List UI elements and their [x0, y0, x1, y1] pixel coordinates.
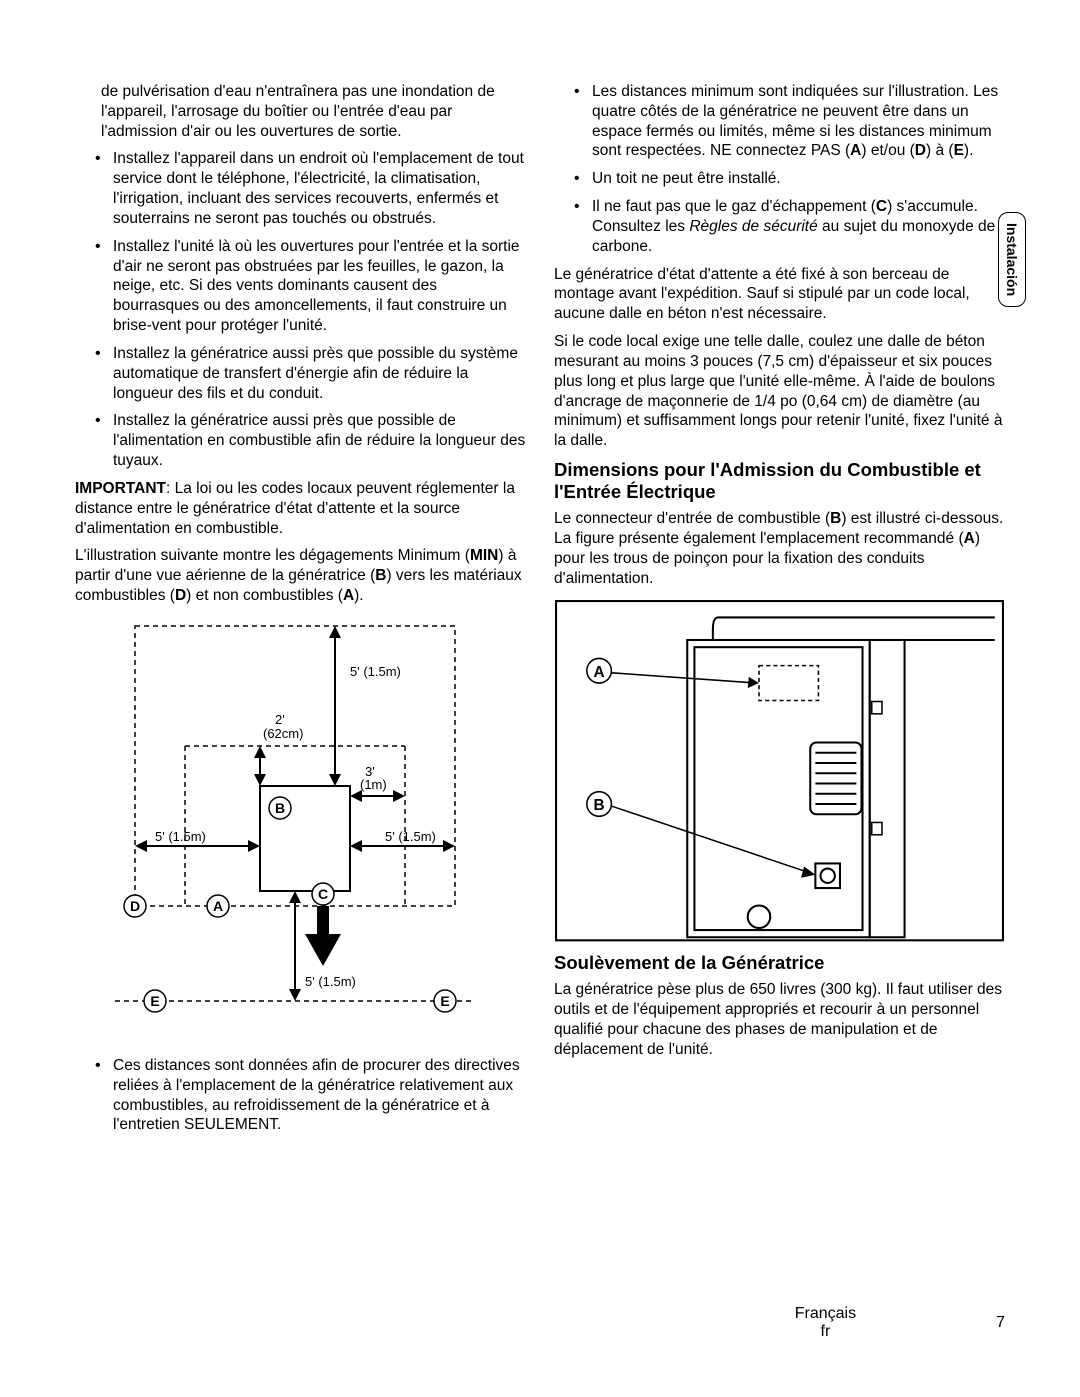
important-note: IMPORTANT: La loi ou les codes locaux pe… [75, 479, 526, 538]
page-number: 7 [996, 1314, 1005, 1332]
footer: Français fr 7 [75, 1305, 1005, 1341]
list-item: Installez l'unité là où les ouvertures p… [101, 237, 526, 336]
list-item: Installez la génératrice aussi près que … [101, 411, 526, 470]
list-item: Les distances minimum sont indiquées sur… [580, 82, 1005, 161]
list-item: Installez l'appareil dans un endroit où … [101, 149, 526, 228]
para: Le génératrice d'état d'attente a été fi… [554, 265, 1005, 324]
after-diagram-list: Ces distances sont données afin de procu… [75, 1056, 526, 1135]
list-item: Un toit ne peut être installé. [580, 169, 1005, 189]
fuel-inlet-diagram: A B [554, 599, 1005, 942]
footer-language: Français [795, 1305, 856, 1323]
dim-left: 5' (1.5m) [155, 829, 206, 844]
svg-text:E: E [440, 993, 449, 1009]
footer-code-box: fr [795, 1323, 856, 1341]
svg-text:D: D [130, 898, 140, 914]
svg-text:B: B [594, 797, 605, 814]
para-continuation: de pulvérisation d'eau n'entraînera pas … [75, 82, 526, 141]
illustration-intro: L'illustration suivante montre les dégag… [75, 546, 526, 605]
clearance-diagram: 5' (1.5m) 2' (62cm) 3' (1m) 5' (1.5m) [75, 616, 526, 1046]
heading-lifting: Soulèvement de la Génératrice [554, 952, 1005, 974]
right-column: Les distances minimum sont indiquées sur… [554, 82, 1005, 1143]
dim-3ft-m: (1m) [360, 777, 387, 792]
svg-text:C: C [318, 886, 328, 902]
bullet-list-left: Installez l'appareil dans un endroit où … [75, 149, 526, 470]
svg-text:A: A [213, 898, 223, 914]
para: La génératrice pèse plus de 650 livres (… [554, 980, 1005, 1059]
dim-top: 5' (1.5m) [350, 664, 401, 679]
svg-text:E: E [150, 993, 159, 1009]
list-item: Installez la génératrice aussi près que … [101, 344, 526, 403]
svg-text:B: B [275, 800, 285, 816]
dim-right: 5' (1.5m) [385, 829, 436, 844]
dim-bottom: 5' (1.5m) [305, 974, 356, 989]
dim-2ft-cm: (62cm) [263, 726, 303, 741]
list-item: Ces distances sont données afin de procu… [101, 1056, 526, 1135]
heading-dimensions: Dimensions pour l'Admission du Combustib… [554, 459, 1005, 503]
important-label: IMPORTANT [75, 480, 166, 497]
two-column-layout: de pulvérisation d'eau n'entraînera pas … [75, 82, 1005, 1143]
svg-text:A: A [594, 664, 605, 681]
para: Si le code local exige une telle dalle, … [554, 332, 1005, 451]
bullet-list-right: Les distances minimum sont indiquées sur… [554, 82, 1005, 257]
dim-2ft: 2' [275, 712, 285, 727]
left-column: de pulvérisation d'eau n'entraînera pas … [75, 82, 526, 1143]
list-item: Il ne faut pas que le gaz d'échappement … [580, 197, 1005, 256]
para: Le connecteur d'entrée de combustible (B… [554, 509, 1005, 588]
